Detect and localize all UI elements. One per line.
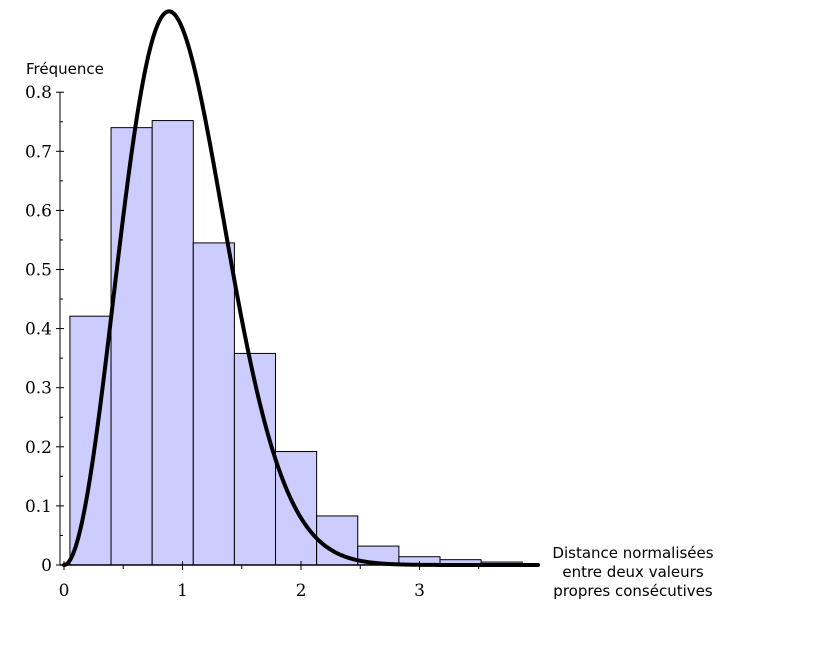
x-axis-title-line-3: propres consécutives [553, 582, 713, 600]
y-axis-ticks: 0 0.1 0.2 0.3 0.4 0.5 0.6 0.7 0.8 [25, 83, 64, 576]
y-tick-label: 0 [41, 556, 52, 576]
y-tick-label: 0.1 [25, 497, 52, 517]
y-tick-label: 0.8 [25, 83, 52, 103]
y-tick-label: 0.7 [25, 142, 52, 162]
histogram-bar [151, 120, 194, 566]
x-axis-title-line-2: entre deux valeurs [562, 563, 703, 581]
x-axis-ticks: 0 1 2 3 [59, 561, 480, 601]
y-tick-label: 0.6 [25, 201, 52, 221]
histogram-bar [192, 242, 235, 566]
histogram-bar [69, 315, 112, 566]
histogram-bars [69, 120, 523, 566]
x-axis-title-line-1: Distance normalisées [552, 544, 713, 562]
x-tick-label: 1 [177, 581, 188, 601]
x-tick-label: 2 [296, 581, 307, 601]
y-tick-label: 0.3 [25, 379, 52, 399]
x-tick-label: 0 [59, 581, 70, 601]
x-tick-label: 3 [414, 581, 425, 601]
histogram-bar [110, 127, 153, 566]
y-tick-label: 0.2 [25, 438, 52, 458]
y-axis-title: Fréquence [26, 60, 104, 78]
y-tick-label: 0.5 [25, 261, 52, 281]
y-tick-label: 0.4 [25, 320, 52, 340]
